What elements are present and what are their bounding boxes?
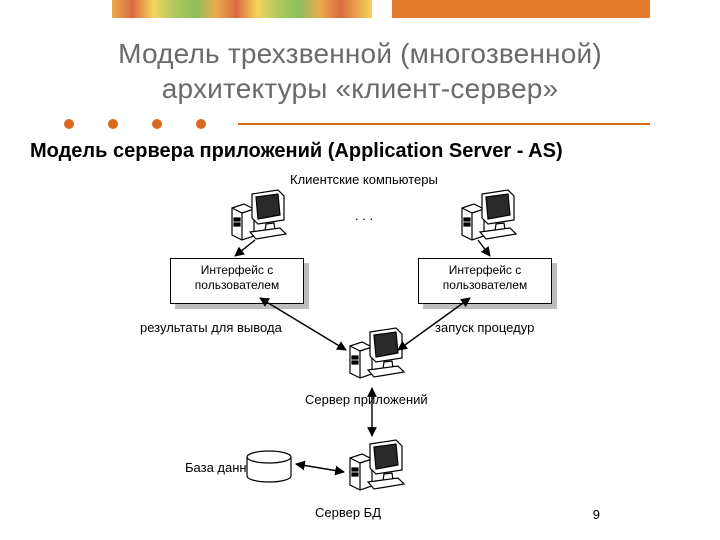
- client-right-to-box: [478, 240, 490, 256]
- page-number: 9: [593, 507, 600, 522]
- arrows-layer: [0, 0, 720, 540]
- left-box-to-server: [260, 298, 346, 350]
- diagram: Клиентские компьютеры . . . результаты д…: [0, 0, 720, 540]
- right-box-to-server: [398, 298, 470, 350]
- client-left-to-box: [235, 240, 255, 256]
- db-to-cyl: [296, 464, 344, 472]
